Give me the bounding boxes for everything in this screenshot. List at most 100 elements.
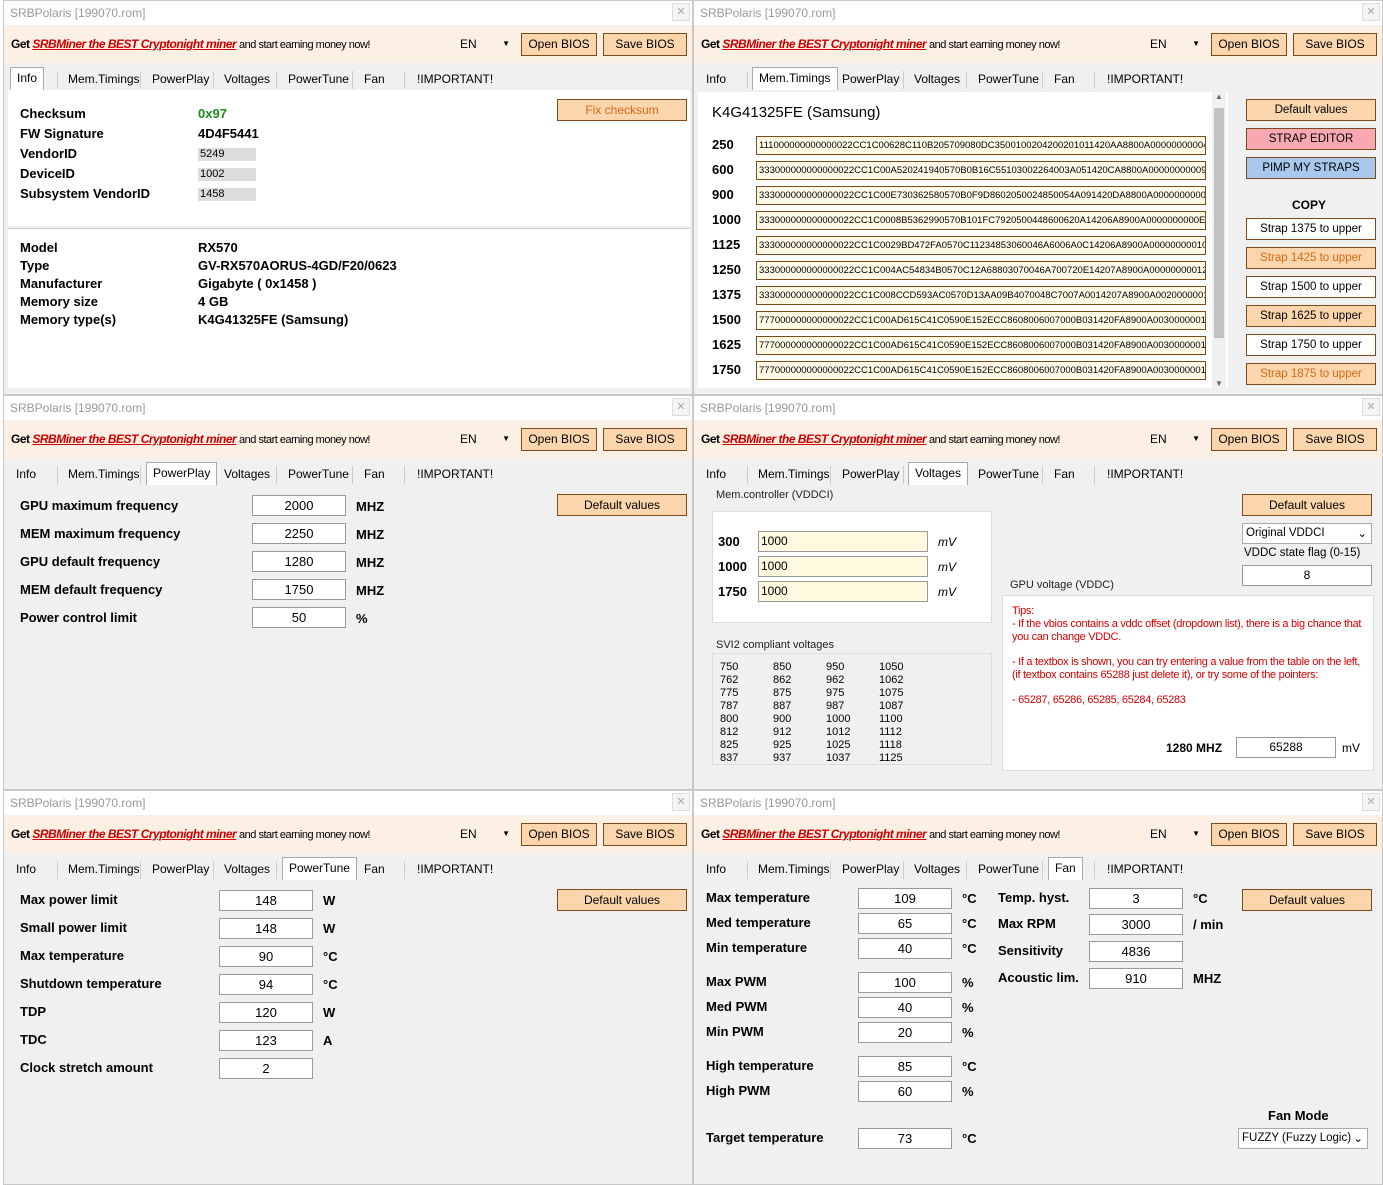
scroll-up-icon[interactable]: ▲ [1215,92,1223,101]
default-values-button[interactable]: Default values [1246,99,1376,121]
tab-fan[interactable]: Fan [1054,467,1075,481]
copy-strap-button[interactable]: Strap 1425 to upper [1246,247,1376,269]
close-button[interactable]: ✕ [672,398,690,416]
close-button[interactable]: ✕ [1362,793,1380,811]
strap-field[interactable]: 111000000000000022CC1C00628C110B20570908… [756,136,1206,155]
save-bios-button[interactable]: Save BIOS [603,428,687,451]
tab-important[interactable]: !IMPORTANT! [417,467,494,481]
powertune-input[interactable]: 90 [219,946,313,967]
powerplay-input[interactable]: 2000 [252,495,346,516]
info-id-field[interactable]: 5249 [198,148,256,161]
tab-powerplay[interactable]: PowerPlay [146,462,218,485]
tab-memtimings[interactable]: Mem.Timings [758,862,830,876]
fan-mode-dropdown[interactable]: FUZZY (Fuzzy Logic) ⌄ [1238,1128,1368,1149]
tab-fan[interactable]: Fan [364,862,385,876]
vddc-input[interactable]: 65288 [1236,737,1336,758]
save-bios-button[interactable]: Save BIOS [1293,823,1377,846]
scrollbar-thumb[interactable] [1214,108,1224,338]
promo-link[interactable]: SRBMiner the BEST Cryptonight miner [32,432,237,446]
tab-powerplay[interactable]: PowerPlay [842,862,900,876]
fan-input[interactable]: 20 [858,1022,952,1043]
strap-field[interactable]: 777000000000000022CC1C00AD615C41C0590E15… [756,311,1206,330]
tab-important[interactable]: !IMPORTANT! [1107,72,1184,86]
tab-powertune[interactable]: PowerTune [288,72,349,86]
copy-strap-button[interactable]: Strap 1875 to upper [1246,363,1376,385]
open-bios-button[interactable]: Open BIOS [521,428,597,451]
open-bios-button[interactable]: Open BIOS [521,823,597,846]
vddci-dropdown[interactable]: Original VDDCI ⌄ [1242,523,1372,544]
fan-input[interactable]: 4836 [1089,941,1183,962]
tab-memtimings[interactable]: Mem.Timings [752,67,838,90]
language-select[interactable]: EN ▼ [1150,37,1200,51]
default-values-button[interactable]: Default values [557,494,687,516]
powerplay-input[interactable]: 2250 [252,523,346,544]
tab-voltages[interactable]: Voltages [224,72,271,86]
tab-important[interactable]: !IMPORTANT! [1107,862,1184,876]
info-id-field[interactable]: 1458 [198,188,256,201]
fan-input[interactable]: 910 [1089,968,1183,989]
tab-memtimings[interactable]: Mem.Timings [758,467,830,481]
tab-info[interactable]: Info [706,862,727,876]
default-values-button[interactable]: Default values [1242,494,1372,516]
powerplay-input[interactable]: 1750 [252,579,346,600]
fan-input[interactable]: 3000 [1089,914,1183,935]
language-select[interactable]: EN ▼ [460,37,510,51]
open-bios-button[interactable]: Open BIOS [1211,428,1287,451]
powertune-input[interactable]: 123 [219,1030,313,1051]
strap-field[interactable]: 333000000000000022CC1C008CCD593AC0570D13… [756,286,1206,305]
tab-powerplay[interactable]: PowerPlay [152,72,210,86]
language-select[interactable]: EN ▼ [460,432,510,446]
promo-link[interactable]: SRBMiner the BEST Cryptonight miner [722,827,927,841]
tab-fan[interactable]: Fan [1048,857,1083,880]
fix-checksum-button[interactable]: Fix checksum [557,99,687,121]
tab-voltages[interactable]: Voltages [914,72,961,86]
strap-field[interactable]: 777000000000000022CC1C00AD615C41C0590E15… [756,336,1206,355]
language-select[interactable]: EN ▼ [1150,432,1200,446]
scrollbar[interactable]: ▲ ▼ [1212,92,1226,388]
tab-info[interactable]: Info [10,67,45,90]
powertune-input[interactable]: 94 [219,974,313,995]
tab-powertune[interactable]: PowerTune [978,72,1039,86]
powerplay-input[interactable]: 1280 [252,551,346,572]
save-bios-button[interactable]: Save BIOS [1293,33,1377,56]
tab-info[interactable]: Info [16,862,37,876]
tab-powertune[interactable]: PowerTune [978,467,1039,481]
tab-fan[interactable]: Fan [364,467,385,481]
tab-info[interactable]: Info [706,467,727,481]
close-button[interactable]: ✕ [672,3,690,21]
copy-strap-button[interactable]: Strap 1625 to upper [1246,305,1376,327]
copy-strap-button[interactable]: Strap 1375 to upper [1246,218,1376,240]
tab-important[interactable]: !IMPORTANT! [1107,467,1184,481]
fan-input[interactable]: 85 [858,1056,952,1077]
vddci-input[interactable]: 1000 [758,581,928,602]
strap-field[interactable]: 333000000000000022CC1C00E730362580570B0F… [756,186,1206,205]
tab-memtimings[interactable]: Mem.Timings [68,72,140,86]
strap-field[interactable]: 333000000000000022CC1C00A520241940570B0B… [756,161,1206,180]
powertune-input[interactable]: 2 [219,1058,313,1079]
tab-memtimings[interactable]: Mem.Timings [68,467,140,481]
close-button[interactable]: ✕ [1362,3,1380,21]
default-values-button[interactable]: Default values [1242,889,1372,911]
strap-field[interactable]: 333000000000000022CC1C004AC54834B0570C12… [756,261,1206,280]
vddc-flag-input[interactable]: 8 [1242,565,1372,586]
fan-input[interactable]: 73 [858,1128,952,1149]
fan-input[interactable]: 3 [1089,888,1183,909]
tab-powertune[interactable]: PowerTune [288,467,349,481]
info-id-field[interactable]: 1002 [198,168,256,181]
open-bios-button[interactable]: Open BIOS [521,33,597,56]
tab-powertune[interactable]: PowerTune [978,862,1039,876]
open-bios-button[interactable]: Open BIOS [1211,33,1287,56]
fan-input[interactable]: 65 [858,913,952,934]
language-select[interactable]: EN ▼ [460,827,510,841]
pimp-straps-button[interactable]: PIMP MY STRAPS [1246,157,1376,179]
tab-fan[interactable]: Fan [364,72,385,86]
powertune-input[interactable]: 120 [219,1002,313,1023]
promo-link[interactable]: SRBMiner the BEST Cryptonight miner [722,37,927,51]
save-bios-button[interactable]: Save BIOS [603,823,687,846]
powertune-input[interactable]: 148 [219,918,313,939]
strap-field[interactable]: 333000000000000022CC1C0008B5362990570B10… [756,211,1206,230]
save-bios-button[interactable]: Save BIOS [1293,428,1377,451]
tab-voltages[interactable]: Voltages [224,862,271,876]
fan-input[interactable]: 60 [858,1081,952,1102]
scroll-down-icon[interactable]: ▼ [1215,379,1223,388]
